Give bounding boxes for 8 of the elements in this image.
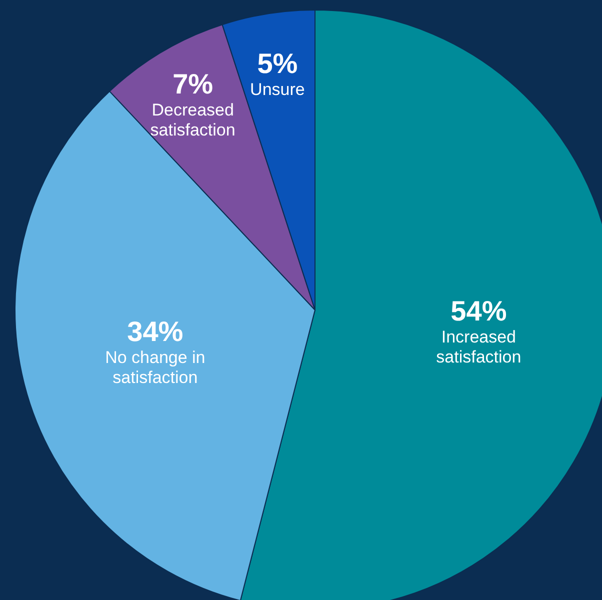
slice-label: Unsure (250, 80, 305, 99)
data-label: 54% (450, 296, 507, 327)
data-label: 34% (127, 316, 184, 348)
data-label: 7% (172, 68, 214, 100)
slice-label: Increased satisfaction (436, 328, 522, 367)
data-label: 5% (257, 48, 298, 79)
slice-label: Decreased satisfaction (150, 100, 236, 140)
slice-label: No change in satisfaction (105, 348, 206, 388)
